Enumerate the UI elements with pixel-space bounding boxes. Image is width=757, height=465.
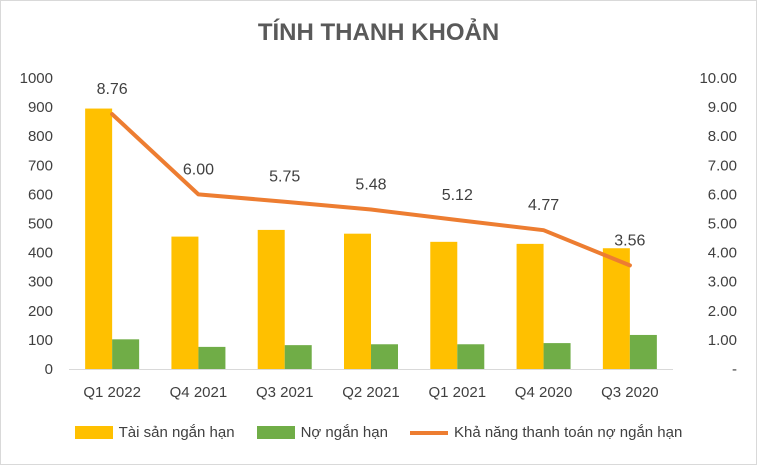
- y2-tick-label: 6.00: [708, 186, 737, 203]
- data-label-kha-nang: 6.00: [183, 161, 214, 178]
- y2-tick-label: 8.00: [708, 128, 737, 145]
- bar-tai-san: [516, 243, 544, 369]
- x-tick-label: Q3 2021: [256, 384, 314, 401]
- y-tick-label: 0: [45, 361, 53, 378]
- y-tick-label: 600: [28, 186, 53, 203]
- legend-label-kha-nang: Khả năng thanh toán nợ ngắn hạn: [453, 424, 683, 441]
- y-tick-label: 100: [28, 332, 53, 349]
- legend-label-no: Nợ ngắn hạn: [300, 424, 388, 441]
- y-tick-label: 300: [28, 274, 53, 291]
- y-tick-label: 800: [28, 128, 53, 145]
- x-tick-label: Q1 2022: [83, 384, 141, 401]
- data-label-kha-nang: 8.76: [97, 81, 128, 98]
- legend-swatch-kha-nang: [409, 430, 448, 435]
- y2-tick-label: 9.00: [708, 99, 737, 116]
- y2-tick-label: 5.00: [708, 216, 737, 233]
- bar-no: [112, 339, 140, 369]
- x-tick-label: Q4 2020: [515, 384, 573, 401]
- legend-label-tai-san: Tài sản ngắn hạn: [118, 424, 235, 441]
- x-tick-label: Q3 2020: [601, 384, 659, 401]
- legend-swatch-no: [256, 426, 295, 439]
- bar-tai-san: [344, 233, 371, 369]
- bar-no: [284, 345, 312, 369]
- x-tick-label: Q1 2021: [429, 384, 487, 401]
- y2-tick-label: -: [732, 361, 737, 378]
- x-tick-label: Q4 2021: [170, 384, 228, 401]
- legend-item-no: Nợ ngắn hạn: [256, 424, 388, 441]
- line-kha-nang: [110, 112, 632, 268]
- bar-tai-san: [171, 236, 199, 369]
- bar-tai-san: [602, 248, 630, 369]
- y-tick-label: 1000: [20, 70, 53, 87]
- y-tick-label: 200: [28, 303, 53, 320]
- bar-tai-san: [257, 229, 285, 369]
- data-label-kha-nang: 4.77: [528, 197, 559, 214]
- bar-no: [457, 344, 485, 369]
- y2-tick-label: 4.00: [708, 245, 737, 262]
- bar-no: [629, 334, 657, 369]
- y-tick-label: 900: [28, 99, 53, 116]
- bar-no: [543, 343, 571, 369]
- y2-tick-label: 3.00: [708, 274, 737, 291]
- y-tick-label: 700: [28, 157, 53, 174]
- y-tick-label: 400: [28, 245, 53, 262]
- y2-tick-label: 10.00: [699, 70, 737, 87]
- y2-tick-label: 7.00: [708, 157, 737, 174]
- data-label-kha-nang: 5.75: [269, 169, 300, 186]
- bar-tai-san: [430, 241, 458, 369]
- bar-tai-san: [85, 108, 113, 370]
- legend-item-kha-nang: Khả năng thanh toán nợ ngắn hạn: [409, 424, 683, 441]
- legend-item-tai-san: Tài sản ngắn hạn: [74, 424, 235, 441]
- chart-title: TÍNH THANH KHOẢN: [257, 19, 500, 46]
- legend-swatch-tai-san: [74, 426, 113, 439]
- y2-tick-label: 2.00: [708, 303, 737, 320]
- data-label-kha-nang: 5.12: [442, 187, 473, 204]
- x-tick-label: Q2 2021: [342, 384, 400, 401]
- legend: Tài sản ngắn hạn Nợ ngắn hạn Khả năng th…: [1, 424, 756, 441]
- data-label-kha-nang: 5.48: [355, 177, 386, 194]
- chart-svg: 0 100 200 300 400 500 600 700 800 900 1000 - 1.00 2.0…: [20, 70, 737, 401]
- data-label-kha-nang: 3.56: [614, 232, 645, 249]
- y-tick-label: 500: [28, 216, 53, 233]
- bar-no: [198, 346, 226, 369]
- y2-tick-label: 1.00: [708, 332, 737, 349]
- bar-no: [371, 344, 398, 369]
